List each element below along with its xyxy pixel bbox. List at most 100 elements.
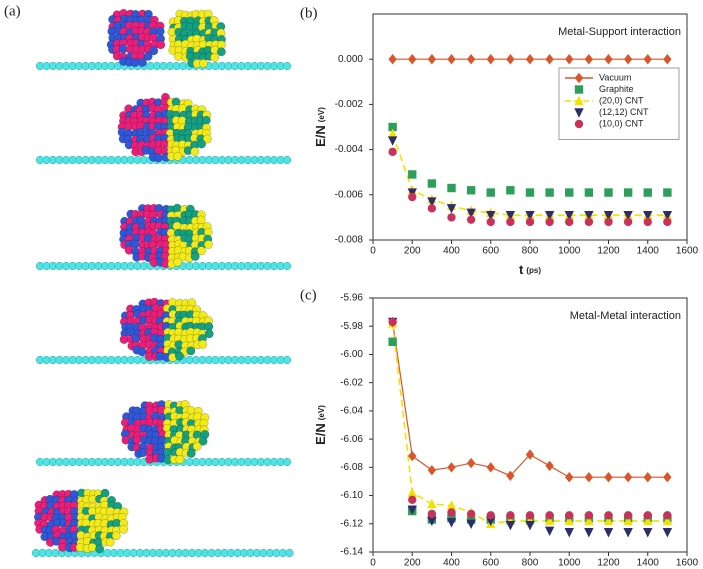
annotation: Metal-Metal interaction	[570, 310, 681, 322]
marker	[486, 54, 495, 65]
annotation: Metal-Support interaction	[558, 26, 681, 38]
marker	[584, 515, 594, 526]
atom	[105, 537, 115, 547]
marker	[525, 54, 535, 65]
support-bead	[285, 548, 294, 558]
marker	[662, 210, 673, 221]
marker	[447, 462, 456, 473]
marker	[544, 515, 555, 526]
y-axis-title: E/N (eV)	[313, 405, 328, 445]
marker	[643, 54, 652, 65]
marker	[407, 487, 417, 497]
marker	[623, 188, 633, 197]
marker	[525, 511, 535, 520]
atom	[173, 151, 183, 161]
x-tick-label: 1000	[558, 246, 581, 257]
marker	[505, 210, 516, 221]
marker	[387, 128, 398, 138]
marker	[623, 217, 633, 227]
marker	[584, 188, 594, 197]
atom	[175, 455, 185, 465]
marker	[565, 217, 574, 227]
marker	[545, 511, 554, 520]
marker	[525, 520, 535, 531]
marker	[486, 188, 495, 197]
marker	[584, 217, 594, 227]
marker	[447, 183, 456, 193]
y-tick-label: -6.02	[340, 377, 363, 388]
marker	[388, 122, 397, 132]
marker	[427, 197, 437, 207]
marker	[565, 188, 574, 197]
atom	[198, 339, 208, 349]
marker	[623, 210, 633, 221]
x-tick-label: 1200	[597, 246, 620, 257]
legend-label: Vacuum	[599, 72, 631, 82]
marker	[388, 337, 397, 346]
marker	[643, 217, 652, 227]
atom	[216, 47, 226, 57]
atom	[202, 134, 212, 144]
x-tick-label: 0	[370, 246, 376, 257]
marker	[408, 170, 417, 179]
atom	[198, 436, 208, 446]
marker	[447, 508, 456, 517]
atom	[119, 524, 129, 534]
y-tick-label: -6.10	[340, 490, 363, 501]
y-tick-label: -6.04	[340, 406, 363, 417]
marker	[466, 215, 476, 224]
y-tick-label: -5.96	[340, 293, 363, 304]
x-tick-label: 400	[443, 246, 460, 257]
marker	[603, 515, 614, 526]
panel-label: (b)	[300, 5, 318, 21]
x-tick-label: 1600	[676, 558, 699, 569]
marker	[486, 462, 495, 473]
marker	[584, 210, 594, 221]
support-bead	[282, 355, 292, 365]
x-tick-label: 1600	[676, 246, 699, 257]
marker	[623, 472, 633, 483]
marker	[506, 54, 515, 65]
marker	[604, 511, 613, 520]
marker	[584, 511, 594, 520]
y-tick-label: -5.98	[340, 321, 363, 332]
legend-marker	[574, 108, 584, 118]
atom	[153, 153, 163, 163]
legend-label: Graphite	[599, 84, 634, 94]
marker	[525, 188, 535, 197]
marker	[663, 217, 672, 227]
marker	[407, 505, 417, 515]
marker	[643, 515, 653, 526]
marker	[623, 54, 633, 65]
marker	[545, 217, 554, 227]
marker	[447, 54, 456, 65]
marker	[643, 472, 652, 483]
atom	[137, 57, 147, 67]
legend-label: (10,0) CNT	[599, 118, 644, 128]
marker	[447, 213, 456, 222]
marker	[506, 217, 515, 227]
legend-label: (20,0) CNT	[599, 95, 644, 105]
atom	[190, 252, 200, 261]
simulation-snapshots	[31, 8, 294, 558]
marker	[525, 210, 535, 221]
marker	[584, 54, 594, 65]
marker	[427, 179, 437, 188]
legend-marker	[574, 119, 584, 129]
marker	[486, 217, 495, 227]
support-bead	[282, 261, 292, 271]
atom	[186, 449, 196, 458]
x-tick-label: 1400	[637, 246, 660, 257]
marker	[466, 54, 476, 65]
y-tick-label: 0.000	[338, 54, 363, 65]
marker	[388, 147, 397, 157]
marker	[564, 210, 574, 221]
legend-label: (12,12) CNT	[599, 107, 649, 117]
marker	[427, 54, 437, 65]
marker	[505, 520, 516, 531]
marker	[427, 464, 437, 476]
atom	[143, 51, 153, 61]
atom	[95, 544, 105, 554]
marker	[545, 188, 554, 197]
